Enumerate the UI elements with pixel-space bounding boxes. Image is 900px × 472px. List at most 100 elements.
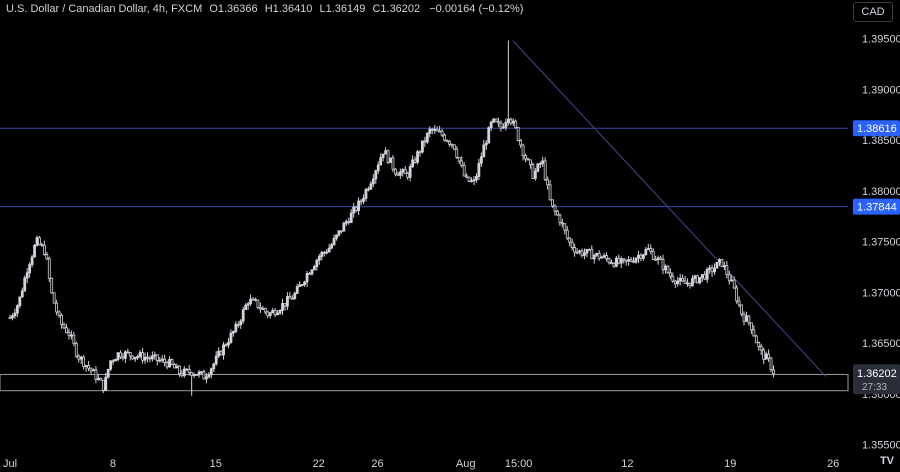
candle-body [597,252,601,259]
candle-body [200,371,203,374]
x-tick-label: 15 [210,458,222,470]
candle-body [607,258,611,264]
candle-body [632,260,635,263]
candle-body [411,159,415,168]
candle-body [126,351,130,354]
candle-body [401,169,405,173]
candle-body [352,206,356,214]
candle-body [96,377,100,380]
candle-body [342,222,346,232]
candle-body [104,376,108,391]
candle-body [605,255,608,260]
candle-body [263,308,267,313]
candle-body [560,222,564,225]
candle-body [67,332,71,336]
current-price-tag [853,364,900,395]
candle-body [752,329,756,337]
candle-body [30,256,34,265]
candle-body [465,175,469,178]
candle-body [143,356,147,361]
high-label: H [264,3,273,15]
candle-body [445,139,449,142]
candle-body [261,308,265,310]
candle-body [111,360,115,363]
candle-body [160,358,164,361]
candle-body [484,142,488,146]
candle-body [69,334,73,337]
candle-body [494,118,498,123]
candle-body [470,180,473,183]
candle-body [74,342,78,357]
candle-body [65,327,68,333]
candle-body [683,280,687,284]
low-value: 1.36149 [325,3,366,15]
candle-body [511,120,515,124]
candle-body [691,278,694,287]
candle-body [131,355,135,360]
candle-body [700,274,704,278]
candles [8,40,775,396]
candle-body [340,230,343,233]
candle-body [524,155,527,160]
candle-body [386,150,390,164]
low-label: L [319,3,326,15]
candle-body [89,367,93,372]
candle-body [430,128,434,131]
candle-body [448,141,451,145]
candle-body [303,281,306,286]
candle-body [732,279,736,289]
candle-body [710,267,714,273]
candle-body [762,349,766,360]
candle-body [101,379,105,391]
candle-body [730,279,734,282]
currency-button[interactable]: CAD [853,2,893,22]
candle-body [565,229,569,239]
candle-body [327,247,331,253]
candle-body [268,312,272,316]
candle-body [158,359,162,362]
candle-body [146,356,149,359]
candle-body [610,262,613,265]
support-zone [0,373,849,392]
candle-body [23,277,27,292]
candle-body [506,118,510,123]
candle-body [676,280,680,285]
candle-body [693,275,697,279]
candle-body [416,151,419,163]
candle-body [236,323,240,326]
candle-body [92,369,95,372]
candle-body [330,244,333,249]
candle-body [641,254,645,259]
candle-body [177,365,181,374]
candle-body [521,144,525,157]
y-tick-label: 1.37500 [862,237,900,249]
candle-body [651,250,655,260]
candle-body [533,170,537,179]
candle-body [11,315,14,319]
candle-body [742,313,746,322]
candle-body [281,303,284,311]
candle-body [62,324,66,329]
candle-body [428,128,432,134]
candle-body [376,164,380,172]
candle-body [668,272,672,277]
candle-body [114,359,117,362]
candle-body [627,259,631,262]
candle-body [52,292,56,304]
candle-body [241,309,245,322]
candle-body [580,250,584,256]
candle-body [438,130,442,133]
candle-body [138,352,142,357]
candle-body [720,259,724,267]
candle-body [150,355,154,360]
candle-body [224,344,228,347]
candle-body [148,357,152,360]
candle-body [369,183,373,190]
candle-body [300,284,304,287]
candle-body [423,140,427,143]
candle-body [548,184,552,201]
candle-body [443,134,446,141]
candle-body [450,143,454,146]
candle-body [25,272,29,279]
